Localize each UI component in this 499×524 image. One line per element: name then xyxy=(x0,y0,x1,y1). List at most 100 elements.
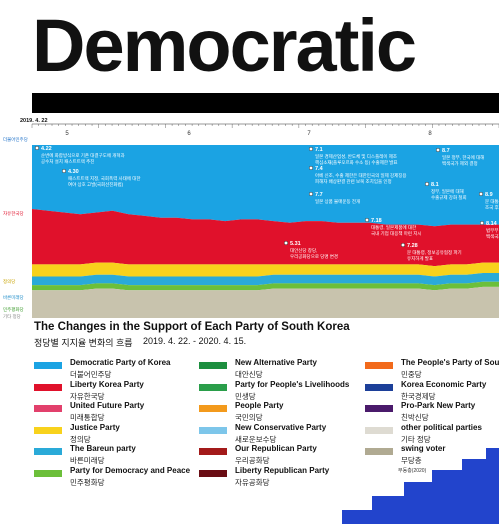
legend-label-en: New Conservative Party xyxy=(235,422,327,432)
legend-label-en: Liberty Republican Party xyxy=(235,465,330,475)
month-tick-label: 7 xyxy=(307,131,311,137)
annotation-dot xyxy=(34,145,40,151)
legend-label-ko: 바른미래당 xyxy=(70,456,105,465)
legend-label-en: Justice Party xyxy=(70,422,120,432)
legend-label-en: Korea Economic Party xyxy=(401,379,487,389)
stair-label: 부동층(2020) xyxy=(398,468,427,474)
annotation-text: 유지하게 발표 xyxy=(407,255,433,262)
annotation-text: 조국 후보 지명 xyxy=(485,204,499,211)
area-swing-voter xyxy=(32,286,499,318)
page-title: Democratic xyxy=(32,4,417,87)
legend-label-ko: 자유공화당 xyxy=(235,477,270,487)
chart-subtitle-ko: 정당별 지지율 변화의 흐름 xyxy=(34,338,133,348)
annotation-date: 5.31 xyxy=(290,241,301,247)
annotation-date: 8.7 xyxy=(442,148,450,154)
annotation-date: 7.1 xyxy=(315,147,323,153)
legend-label-en: Our Republican Party xyxy=(235,444,317,453)
month-tick-label: 5 xyxy=(65,131,69,137)
annotation-text: 대안신당 창당, xyxy=(290,247,317,254)
annotation-date: 8.9 xyxy=(485,192,493,198)
area-justice-party xyxy=(32,262,499,277)
legend-swatch xyxy=(34,469,62,477)
legend-label-en: United Future Party xyxy=(70,401,145,410)
legend-label-ko: 기타 정당 xyxy=(401,434,431,444)
annotation-dot xyxy=(478,191,484,197)
legend-label-ko: 민중당 xyxy=(401,370,422,379)
legend-swatch xyxy=(199,448,227,455)
legend-swatch xyxy=(365,383,393,391)
annotation-text: 대통령, 일본제품에 대한 xyxy=(371,224,416,231)
legend-label-ko: 민주평화당 xyxy=(70,477,105,487)
legend-swatch xyxy=(34,383,62,391)
legend-label-en: Liberty Korea Party xyxy=(70,379,144,389)
chart-subtitle-en: The Changes in the Support of Each Party… xyxy=(34,321,350,333)
annotation-text: 일본 상품 불매운동 전개 xyxy=(315,198,360,205)
annotation-text: 핵심소재(플루오르화 수소 등) 수출제한 발표 xyxy=(315,159,398,166)
legend-label-en: People Party xyxy=(235,401,284,410)
annotation-text: 백색국가 xyxy=(486,233,499,240)
legend-swatch xyxy=(34,426,62,434)
annotation-date: 4.22 xyxy=(41,146,52,152)
legend-label-en: Party for Democracy and Peace xyxy=(70,465,191,475)
chart-period: 2019. 4. 22. - 2020. 4. 15. xyxy=(143,336,247,346)
legend-swatch xyxy=(199,383,227,391)
annotation-dot xyxy=(435,147,441,153)
area-series xyxy=(32,145,499,318)
legend-swatch xyxy=(199,362,227,369)
annotation-text: 법무부 장관 xyxy=(486,227,499,234)
legend-label-en: New Alternative Party xyxy=(235,358,317,367)
legend-label-ko: 한국경제당 xyxy=(401,391,436,401)
annotation-text: 수출규제 강화 철회 xyxy=(431,194,467,201)
time-axis: 2019. 4. 22 5 6 7 8 xyxy=(20,118,499,137)
title-bar xyxy=(32,93,499,113)
legend-label-ko: 친박신당 xyxy=(401,413,429,422)
legend-label-en: Party for People's Livelihoods xyxy=(235,379,350,389)
annotation-dot xyxy=(479,220,485,226)
legend-label-ko: 자유한국당 xyxy=(70,391,105,401)
party-axis-label: 정의당 xyxy=(3,278,15,285)
party-axis-label: 기타 정당 xyxy=(3,313,21,320)
annotation-date: 7.7 xyxy=(315,192,323,198)
legend-label-ko: 민생당 xyxy=(235,391,256,401)
month-tick-label: 6 xyxy=(187,131,191,137)
legend-label-ko: 국민의당 xyxy=(235,413,263,422)
legend-label-ko: 대안신당 xyxy=(235,370,263,379)
area-party-for-democracy-and-peace xyxy=(32,281,499,291)
legend-label-ko: 무당층 xyxy=(401,456,422,465)
annotation-dot xyxy=(400,242,406,248)
annotation-date: 7.4 xyxy=(315,166,324,172)
legend-label-ko: 우리공화당 xyxy=(235,456,270,465)
party-axis-label: 자유한국당 xyxy=(3,210,24,217)
legend-label-en: swing voter xyxy=(401,444,446,453)
legend-label-en: other political parties xyxy=(401,422,482,432)
annotation-dot xyxy=(308,165,314,171)
annotation-text: 국내 기업 대응책 마련 지시 xyxy=(371,230,422,237)
annotation-text: 일본 경제산업성, 반도체 및 디스플레이 제조 xyxy=(315,153,397,160)
legend-label-ko: 정의당 xyxy=(70,434,91,444)
annotation-text: 정부, 일본에 대해 xyxy=(431,188,464,195)
annotation-text: 일본 정부, 한국에 대해 xyxy=(442,154,484,161)
legend-swatch xyxy=(365,448,393,455)
date-start-label: 2019. 4. 22 xyxy=(20,118,48,124)
annotation-date: 4.30 xyxy=(68,169,79,175)
legend-label-en: Democratic Party of Korea xyxy=(70,358,171,367)
legend-swatch xyxy=(199,469,227,477)
annotation-text: 우리공화당으로 당명 변경 xyxy=(290,253,338,260)
legend-swatch xyxy=(365,405,393,412)
annotation-date: 8.1 xyxy=(431,182,439,188)
legend-label-en: Pro-Park New Party xyxy=(401,401,476,410)
legend-label-ko: 더불어민주당 xyxy=(70,370,112,379)
annotation-dot xyxy=(61,168,67,174)
annotation-text: 패스트트랙 지정, 국회폭력 사태에 대한 xyxy=(68,175,141,182)
annotation-text: 문 대통령, xyxy=(485,198,499,205)
party-axis-label: 민주평화당 xyxy=(3,306,24,313)
annotation-dot xyxy=(283,240,289,246)
annotation-date: 7.18 xyxy=(371,218,382,224)
legend-label-ko: 미래통합당 xyxy=(70,413,105,422)
area-liberty-korea-party xyxy=(32,209,499,267)
annotation-dot xyxy=(364,217,370,223)
legend-swatch xyxy=(34,448,62,455)
